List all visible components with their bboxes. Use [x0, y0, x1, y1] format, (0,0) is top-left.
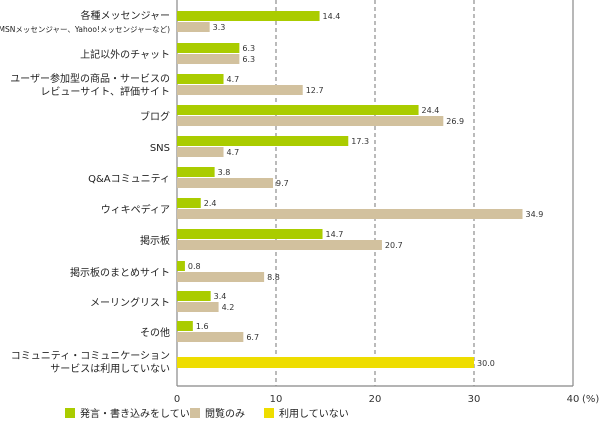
category-label: 各種メッセンジャー — [81, 9, 171, 22]
legend-swatch — [190, 408, 200, 418]
data-label: 3.8 — [218, 168, 231, 177]
data-label: 9.7 — [276, 179, 289, 188]
data-label: 17.3 — [351, 137, 369, 146]
bar-view — [177, 85, 303, 95]
data-label: 20.7 — [385, 241, 403, 250]
data-label: 2.4 — [204, 199, 217, 208]
legend-label: 利用していない — [279, 408, 349, 420]
x-tick-label: 0 — [174, 394, 180, 405]
bar-post — [177, 291, 211, 301]
x-tick-label: 30 — [468, 394, 481, 405]
bar-view — [177, 272, 265, 282]
data-label: 4.7 — [227, 148, 240, 157]
bar-post — [177, 105, 419, 115]
data-label: 1.6 — [196, 322, 209, 331]
category-label: ブログ — [140, 110, 170, 123]
data-label: 34.9 — [526, 210, 544, 219]
data-label: 12.7 — [306, 86, 324, 95]
data-label: 3.3 — [213, 23, 226, 32]
bar-view — [177, 54, 240, 64]
category-label: 上記以外のチャット — [80, 48, 170, 61]
legend-label: 発言・書き込みをしている — [80, 407, 200, 420]
category-label: ユーザー参加型の商品・サービスの — [10, 72, 170, 85]
bar-post — [177, 74, 224, 84]
category-label: Q&Aコミュニティ — [88, 174, 170, 185]
bar-not-used — [177, 357, 474, 368]
category-label-line2: サービスは利用していない — [50, 363, 170, 375]
data-label: 6.3 — [242, 55, 255, 64]
data-label: 6.7 — [246, 333, 259, 342]
data-label: 8.8 — [267, 273, 280, 282]
category-label: メーリングリスト — [90, 296, 170, 309]
x-tick-label: 10 — [270, 394, 283, 405]
data-label: 24.4 — [422, 106, 440, 115]
bar-view — [177, 302, 219, 312]
category-label: ウィキペディア — [101, 203, 170, 216]
data-label: 26.9 — [446, 117, 464, 126]
bar-post — [177, 11, 320, 21]
bar-view — [177, 332, 244, 342]
data-label: 14.4 — [323, 12, 341, 21]
category-label-line2: (MSNメッセンジャー、Yahoo!メッセンジャーなど) — [0, 25, 170, 34]
bar-view — [177, 22, 210, 32]
bar-post — [177, 167, 215, 177]
legend-swatch — [264, 408, 274, 418]
bar-view — [177, 147, 224, 157]
bar-post — [177, 229, 323, 239]
data-label: 6.3 — [242, 44, 255, 53]
data-label: 14.7 — [326, 230, 344, 239]
data-label: 3.4 — [214, 292, 227, 301]
data-label: 0.8 — [188, 262, 201, 271]
bar-view — [177, 178, 274, 188]
category-label: 掲示板のまとめサイト — [70, 266, 170, 279]
bar-view — [177, 116, 444, 126]
x-tick-label: 40 — [567, 394, 580, 405]
bar-view — [177, 209, 523, 219]
legend-swatch — [65, 408, 75, 418]
data-label: 30.0 — [477, 359, 495, 368]
bar-post — [177, 136, 349, 146]
category-label: 掲示板 — [140, 234, 170, 247]
bar-post — [177, 43, 240, 53]
x-unit-label: (%) — [582, 394, 599, 405]
bar-post — [177, 261, 185, 271]
bar-view — [177, 240, 382, 250]
legend-label: 閲覧のみ — [205, 408, 245, 420]
category-label: コミュニティ・コミュニケーション — [11, 350, 170, 362]
bar-post — [177, 198, 201, 208]
category-label-line2: レビューサイト、評価サイト — [40, 85, 170, 98]
category-label: その他 — [140, 326, 170, 339]
data-label: 4.2 — [222, 303, 235, 312]
x-tick-label: 20 — [369, 394, 382, 405]
bar-post — [177, 321, 193, 331]
data-label: 4.7 — [227, 75, 240, 84]
category-label: SNS — [150, 143, 170, 154]
